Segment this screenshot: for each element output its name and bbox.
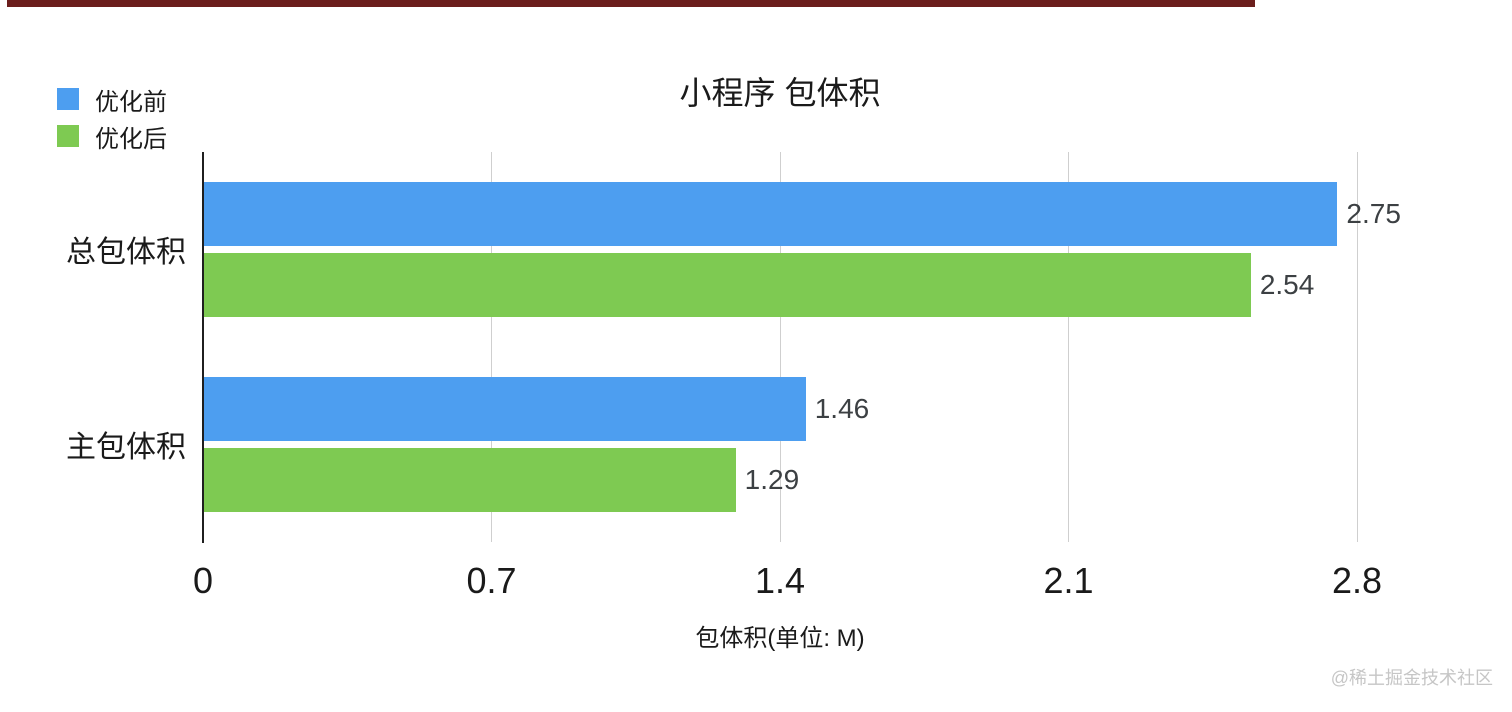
gridline [1356,152,1358,542]
x-tick-2-1: 2.1 [1043,560,1094,601]
bar-series0-group1 [204,377,806,441]
bar-series1-group1 [204,448,736,512]
x-tick-0-7: 0.7 [466,560,517,601]
x-tick-2-8: 2.8 [1331,560,1383,601]
y-axis-line [202,152,204,543]
top-progress-bar [7,0,1255,7]
legend-label-before: 优化前 [95,88,167,116]
gridline [779,152,781,542]
chart-title: 小程序 包体积 [679,75,881,111]
category-label-total: 总包体积 [66,236,186,269]
watermark: @稀土掘金技术社区 [1330,668,1493,688]
chart-legend: 优化前 优化后 [57,87,167,161]
legend-item-after: 优化后 [57,124,167,153]
x-axis-label: 包体积(单位: M) [695,625,865,652]
legend-label-after: 优化后 [95,125,167,153]
legend-item-before: 优化前 [57,87,167,116]
bar-value-label: 2.54 [1259,269,1315,300]
gridline [1068,152,1069,542]
bar-value-label: 1.29 [744,464,800,495]
bar-value-label: 1.46 [814,393,870,424]
gridline [491,152,492,542]
bar-series0-group0 [204,182,1338,246]
legend-swatch-before [57,88,79,110]
legend-swatch-after [57,125,79,147]
plot-area: 2.75 1.46 2.54 1.29 [202,152,1401,543]
x-tick-1-4: 1.4 [754,560,806,601]
category-label-main: 主包体积 [66,431,186,464]
bar-value-label: 2.75 [1346,198,1401,229]
bar-series1-group0 [204,253,1251,317]
x-tick-0: 0 [192,560,214,601]
